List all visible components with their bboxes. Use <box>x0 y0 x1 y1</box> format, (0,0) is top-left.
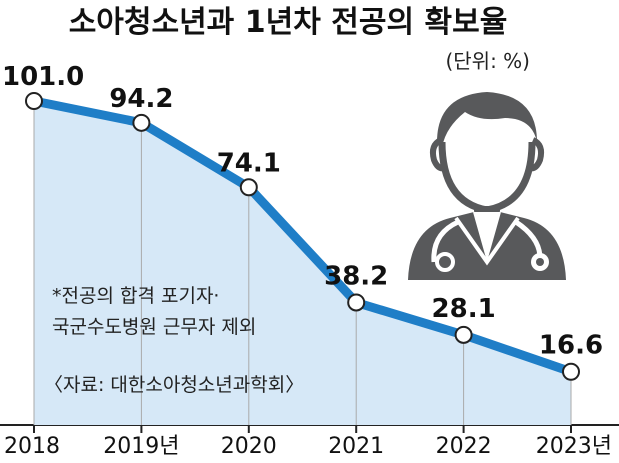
data-point <box>562 362 580 381</box>
x-tick-label: 2018 <box>4 434 60 459</box>
x-tick-label: 2021 <box>328 434 384 459</box>
x-tick-label: 2022 <box>436 434 492 459</box>
value-label: 101.0 <box>2 62 84 92</box>
area-fill <box>34 101 571 425</box>
data-point <box>454 325 473 344</box>
data-point <box>347 293 366 312</box>
value-labels: 101.0 94.2 74.1 38.2 28.1 16.6 <box>2 62 603 361</box>
source-label: 〈자료: 대한소아청소년과학회〉 <box>44 374 304 396</box>
note-line-1: *전공의 합격 포기자· <box>52 285 219 307</box>
value-label: 38.2 <box>324 261 388 291</box>
note-line-2: 국군수도병원 근무자 제외 <box>52 316 256 338</box>
doctor-icon <box>408 92 566 280</box>
data-point <box>25 92 43 110</box>
drop-lines <box>33 101 572 425</box>
value-label: 94.2 <box>109 84 173 114</box>
value-label: 16.6 <box>539 331 603 361</box>
data-points <box>25 92 580 381</box>
unit-label: (단위: %) <box>445 49 530 73</box>
x-tick-label: 2020 <box>221 434 277 459</box>
x-tick-label: 2019년 <box>103 434 179 459</box>
data-point <box>132 113 151 132</box>
chart-title: 소아청소년과 1년차 전공의 확보율 <box>69 5 508 40</box>
x-tick-labels: 2018 2019년 2020 2021 2022 2023년 <box>4 434 612 459</box>
x-ticks <box>33 425 572 433</box>
x-tick-label: 2023년 <box>536 434 612 459</box>
value-label: 74.1 <box>217 148 281 178</box>
series-line <box>29 96 576 377</box>
data-point <box>239 178 258 197</box>
value-label: 28.1 <box>432 294 496 324</box>
